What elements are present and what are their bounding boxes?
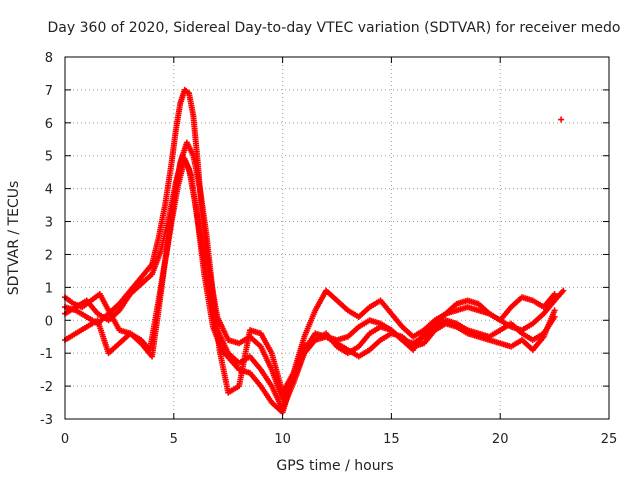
y-tick-label: -2 <box>40 380 53 395</box>
data-point <box>551 290 558 297</box>
x-tick-label: 25 <box>601 432 618 447</box>
x-tick-label: 15 <box>383 432 400 447</box>
y-axis-label: SDTVAR / TECUs <box>6 181 22 296</box>
axis-ticks: 0 5 10 15 20 25 -3 -2 -1 0 1 2 3 4 5 6 7 8 <box>40 51 617 447</box>
data-point <box>560 287 567 294</box>
x-tick-label: 20 <box>492 432 509 447</box>
y-tick-label: 8 <box>45 51 53 66</box>
y-tick-label: 1 <box>45 281 53 296</box>
x-tick-label: 5 <box>170 432 178 447</box>
y-tick-label: 0 <box>45 314 53 329</box>
y-tick-label: 3 <box>45 216 53 231</box>
y-tick-label: -1 <box>40 347 53 362</box>
data-point <box>551 307 558 314</box>
y-tick-label: -3 <box>40 413 53 428</box>
grid-layer <box>65 57 609 419</box>
x-tick-label: 0 <box>61 432 69 447</box>
data-points <box>62 86 567 416</box>
y-tick-label: 7 <box>45 84 53 99</box>
y-tick-label: 5 <box>45 150 53 165</box>
data-point <box>558 116 565 123</box>
chart-title: Day 360 of 2020, Sidereal Day-to-day VTE… <box>48 20 621 36</box>
y-tick-label: 2 <box>45 248 53 263</box>
x-tick-label: 10 <box>274 432 291 447</box>
y-tick-label: 6 <box>45 117 53 132</box>
plot-frame <box>64 56 610 420</box>
x-axis-label: GPS time / hours <box>276 458 393 474</box>
y-tick-label: 4 <box>45 183 53 198</box>
